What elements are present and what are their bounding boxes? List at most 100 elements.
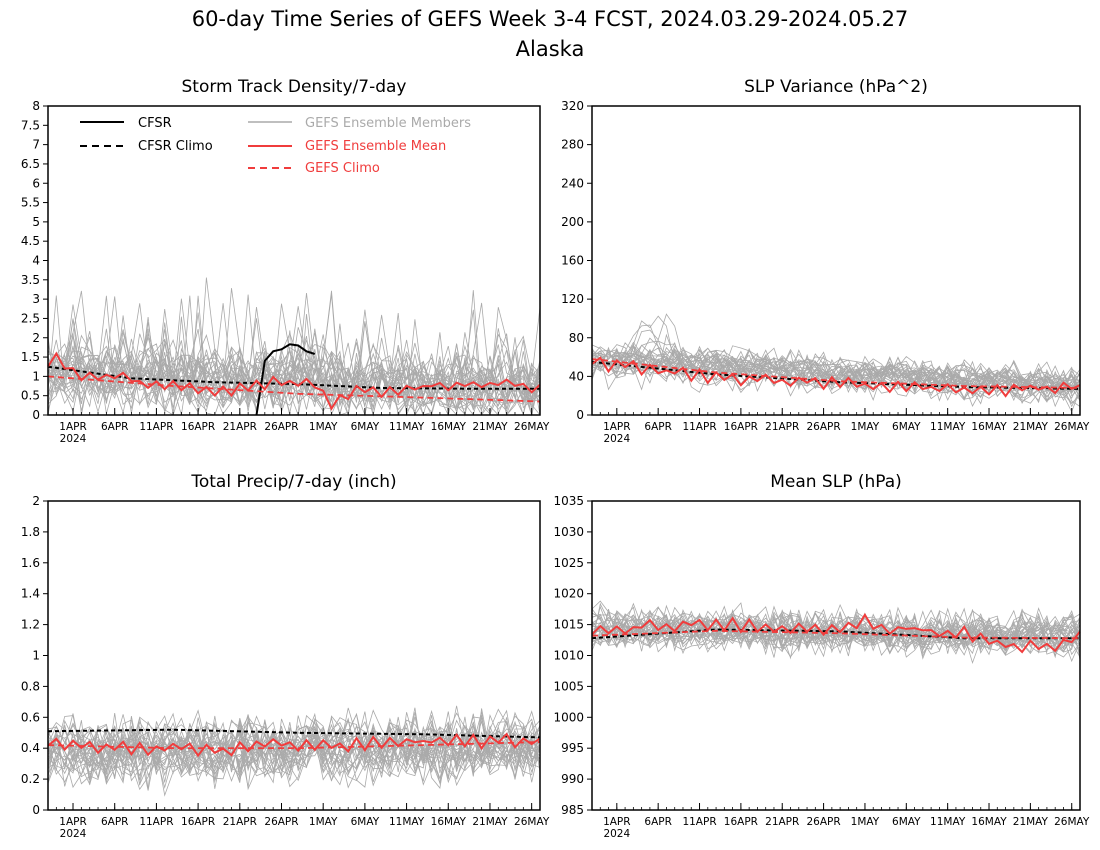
y-tick-label: 1010 [553,649,584,663]
ensemble-members [591,600,1081,664]
member-line [47,709,541,780]
panel-title: SLP Variance (hPa^2) [744,77,928,97]
ens-mean-line [47,732,541,758]
x-tick-label: 16MAY [971,421,1007,433]
y-tick-label: 3 [32,292,40,306]
y-tick-label: 0.6 [21,710,40,724]
panel-title: Mean SLP (hPa) [770,472,902,492]
y-tick-label: 1 [32,369,40,383]
x-tick-label: 1APR [59,421,87,433]
x-tick-label: 26APR [807,816,841,828]
y-tick-label: 1.6 [21,556,40,570]
ensemble-members [47,705,541,797]
panel-title: Storm Track Density/7-day [182,77,407,97]
ensemble-members [47,277,541,417]
member-line [47,312,541,417]
y-tick-label: 1.2 [21,618,40,632]
x-tick-label: 6APR [101,816,129,828]
y-tick-label: 7.5 [21,118,40,132]
y-tick-label: 8 [32,99,40,113]
x-tick-label: 16APR [181,816,215,828]
y-tick-label: 5.5 [21,196,40,210]
y-tick-label: 6 [32,176,40,190]
ensemble-members [591,313,1081,413]
y-tick-label: 0.4 [21,741,40,755]
x-tick-label: 26APR [264,421,298,433]
x-tick-label: 6APR [644,421,672,433]
member-line [591,339,1081,391]
x-tick-label: 11MAY [389,816,425,828]
member-line [591,347,1081,390]
x-tick-label: 26MAY [1054,816,1090,828]
x-tick-label: 1MAY [309,816,338,828]
x-tick-label: 21APR [765,816,799,828]
legend: CFSR CFSR Climo GEFS Ensemble Members GE… [80,116,471,176]
y-tick-label: 0 [32,408,40,422]
gefs-climo-line [591,629,1081,640]
y-tick-label: 240 [561,176,584,190]
y-tick-label: 1020 [553,587,584,601]
y-tick-label: 985 [561,803,584,817]
y-tick-label: 7 [32,138,40,152]
gefs-climo-line [47,741,541,750]
y-tick-label: 0 [32,803,40,817]
y-tick-label: 995 [561,741,584,755]
x-tick-label: 21APR [223,421,257,433]
cfsr-climo-line [47,728,541,739]
gefs-climo-line [591,358,1081,389]
y-tick-label: 2 [32,331,40,345]
x-tick-label: 21APR [223,816,257,828]
legend-label-members: GEFS Ensemble Members [305,116,471,131]
ens-mean-line [591,612,1081,654]
y-tick-label: 990 [561,772,584,786]
x-tick-label: 11MAY [389,421,425,433]
member-line [47,309,541,411]
x-tick-label: 1APR [59,816,87,828]
y-tick-label: 1035 [553,494,584,508]
x-tick-label: 26APR [807,421,841,433]
y-tick-label: 2 [32,494,40,508]
y-tick-label: 1005 [553,679,584,693]
figure-subtitle: Alaska [516,37,585,61]
x-tick-label: 16APR [724,816,758,828]
cfsr-line [255,343,316,416]
y-tick-label: 120 [561,292,584,306]
x-tick-label: 26MAY [1054,421,1090,433]
y-tick-label: 0 [576,408,584,422]
x-tick-label: 6APR [101,421,129,433]
x-tick-label: 16APR [181,421,215,433]
x-tick-label: 11APR [682,816,716,828]
legend-label-cfsr: CFSR [138,116,172,131]
member-line [47,333,541,412]
x-tick-label: 1MAY [851,816,880,828]
cfsr-climo-line [47,365,540,390]
x-tick-label: 6MAY [892,421,921,433]
member-line [591,603,1081,650]
y-tick-label: 1015 [553,618,584,632]
x-tick-label: 26APR [264,816,298,828]
x-tick-label: 21MAY [1013,816,1049,828]
member-line [591,608,1081,648]
x-tick-label: 21MAY [472,421,508,433]
x-tick-label: 11APR [139,816,173,828]
x-tick-label: 16MAY [431,421,467,433]
y-tick-label: 320 [561,99,584,113]
member-line [47,715,541,779]
y-tick-label: 1.4 [21,587,40,601]
y-tick-label: 6.5 [21,157,40,171]
x-tick-label: 21APR [765,421,799,433]
y-tick-label: 4 [32,254,40,268]
x-tick-label: 11MAY [930,816,966,828]
x-tick-label: 21MAY [1013,421,1049,433]
y-tick-label: 0.2 [21,772,40,786]
x-tick-label: 26MAY [514,816,550,828]
cfsr-climo-line [591,360,1081,390]
x-tick-label: 16APR [724,421,758,433]
x-tick-label: 6MAY [892,816,921,828]
y-tick-label: 0.8 [21,679,40,693]
member-line [47,306,541,413]
x-year-label: 2024 [603,828,630,840]
x-tick-label: 21MAY [472,816,508,828]
x-tick-label: 16MAY [431,816,467,828]
